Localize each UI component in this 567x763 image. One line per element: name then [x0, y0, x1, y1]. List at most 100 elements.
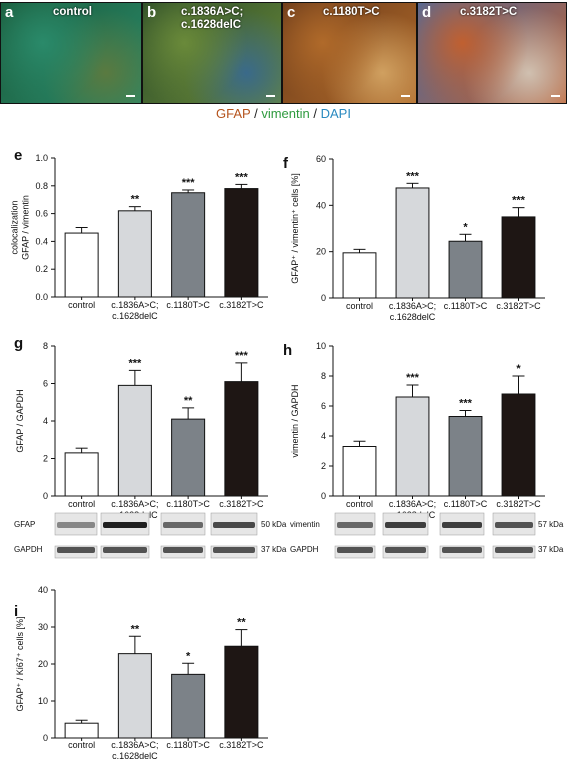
stain-legend: GFAP / vimentin / DAPI [0, 106, 567, 121]
panel-letter: f [283, 155, 289, 172]
x-tick-label: c.3182T>C [496, 301, 541, 311]
bar [395, 396, 430, 497]
blot-lane [382, 512, 429, 536]
micrograph-title-line: control [53, 6, 92, 18]
scale-bar [266, 95, 275, 97]
blot-band [103, 522, 147, 528]
blot-lane [334, 512, 376, 536]
blot-lane [334, 545, 376, 559]
panel-letter: g [14, 335, 23, 352]
blot-band [337, 522, 373, 528]
blot-band [163, 547, 203, 553]
y-tick-label: 0 [321, 293, 326, 303]
x-tick-label: control [346, 301, 373, 311]
blot-band [103, 547, 147, 553]
bar [342, 252, 377, 299]
bar [501, 393, 536, 497]
x-tick-label: c.1180T>C [166, 300, 210, 310]
bar [171, 418, 206, 497]
x-tick-label: control [68, 499, 95, 509]
micrograph-title-line: c.1180T>C [323, 6, 380, 18]
blot-lane [382, 545, 429, 559]
significance-marker: *** [512, 195, 526, 207]
x-tick-label: control [68, 300, 95, 310]
x-tick-label: c.1180T>C [444, 499, 488, 509]
y-tick-label: 10 [38, 696, 48, 706]
x-tick-label: control [68, 740, 95, 750]
y-tick-label: 8 [43, 341, 48, 351]
y-tick-label: 0 [43, 733, 48, 743]
blot-lane [160, 512, 206, 536]
panel-letter: a [5, 4, 14, 21]
bar [64, 452, 99, 497]
panel-letter: b [147, 4, 157, 21]
y-axis-label: GFAP / GAPDH [15, 389, 25, 452]
y-tick-label: 2 [321, 461, 326, 471]
blot-lane [100, 545, 150, 559]
significance-marker: ** [131, 194, 140, 206]
y-tick-label: 1.0 [35, 153, 48, 163]
scale-bar [551, 95, 560, 97]
micrograph-c: c c.1180T>C [282, 2, 417, 104]
x-tick-label: c.1628delC [390, 510, 436, 520]
significance-marker: *** [459, 398, 473, 410]
y-axis-label: vimentin / GAPDH [290, 384, 300, 457]
blot-band [213, 547, 255, 553]
bar [342, 446, 377, 497]
y-tick-label: 6 [321, 401, 326, 411]
y-axis-label: GFAP⁺ / Ki67⁺ cells [%] [15, 616, 25, 711]
scale-bar [401, 95, 410, 97]
blot-band [442, 547, 482, 553]
y-tick-label: 8 [321, 371, 326, 381]
x-tick-label: control [346, 499, 373, 509]
bar [448, 416, 483, 497]
blot-lane [210, 512, 258, 536]
bar [64, 232, 99, 298]
panel-letter: i [14, 603, 18, 620]
blot-lane [160, 545, 206, 559]
micrograph-b: b c.1836A>C; c.1628delC [142, 2, 282, 104]
significance-marker: * [463, 221, 468, 233]
x-tick-label: c.3182T>C [219, 300, 264, 310]
x-tick-label: c.1836A>C; [111, 499, 158, 509]
micrograph-title: c.3182T>C [460, 6, 517, 19]
significance-marker: *** [406, 372, 420, 384]
blot-lane [210, 545, 258, 559]
bar [117, 210, 152, 298]
blot-lane [492, 512, 536, 536]
blot-band [442, 522, 482, 528]
bar [224, 645, 259, 739]
blot-band [57, 547, 95, 553]
bar [117, 653, 152, 739]
x-tick-label: c.3182T>C [219, 499, 264, 509]
y-tick-label: 60 [316, 154, 326, 164]
micrograph-title-line: c.3182T>C [460, 6, 518, 18]
blot-band [385, 547, 426, 553]
stain-legend-part: / [309, 106, 321, 121]
y-tick-label: 4 [43, 416, 48, 426]
x-tick-label: c.1836A>C; [111, 300, 158, 310]
y-tick-label: 2 [43, 454, 48, 464]
y-tick-label: 40 [38, 585, 48, 595]
y-tick-label: 0.2 [35, 264, 48, 274]
blot-band [495, 522, 533, 528]
y-tick-label: 0 [321, 491, 326, 501]
bar [448, 240, 483, 299]
stain-legend-part: / [250, 106, 262, 121]
y-axis-label: GFAP / vimentin [21, 195, 31, 260]
x-tick-label: c.1180T>C [166, 740, 210, 750]
x-tick-label: c.1628delC [112, 311, 158, 321]
panel-letter: e [14, 147, 22, 164]
micrograph-title: c.1180T>C [323, 6, 380, 19]
significance-marker: ** [131, 623, 140, 635]
bar [64, 722, 99, 739]
blot-protein-label: GAPDH [14, 545, 43, 554]
x-tick-label: c.1628delC [390, 312, 436, 322]
blot-band [385, 522, 426, 528]
micrograph-title-line: c.1836A>C; [181, 6, 244, 18]
y-tick-label: 10 [316, 341, 326, 351]
y-tick-label: 6 [43, 379, 48, 389]
blot-band [337, 547, 373, 553]
significance-marker: * [186, 650, 191, 662]
x-tick-label: c.1628delC [112, 751, 158, 761]
